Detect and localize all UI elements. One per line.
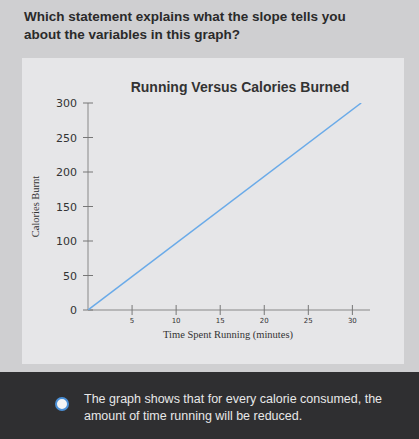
answer-option[interactable]: The graph shows that for every calorie c… bbox=[84, 391, 394, 425]
x-tick bbox=[352, 305, 353, 315]
y-axis-label: Calories Burnt bbox=[30, 176, 41, 238]
question: Which statement explains what the slope … bbox=[24, 8, 354, 44]
y-tick bbox=[83, 275, 93, 276]
x-tick-label: 15 bbox=[216, 317, 225, 325]
y-tick-label: 0 bbox=[70, 304, 77, 317]
x-tick bbox=[308, 305, 309, 315]
y-tick bbox=[83, 172, 93, 173]
y-tick-label: 100 bbox=[56, 235, 77, 248]
x-tick-label: 30 bbox=[348, 317, 357, 325]
x-tick-label: 25 bbox=[304, 317, 313, 325]
y-tick bbox=[83, 241, 93, 242]
chart-title: Running Versus Calories Burned bbox=[131, 79, 350, 95]
x-axis-label: Time Spent Running (minutes) bbox=[163, 329, 293, 341]
x-tick bbox=[176, 305, 177, 315]
plot-area bbox=[88, 103, 361, 310]
x-tick bbox=[132, 305, 133, 315]
x-tick-label: 5 bbox=[130, 317, 134, 325]
y-tick-label: 250 bbox=[56, 132, 77, 145]
chart: Running Versus Calories Burned Time Spent… bbox=[0, 0, 419, 439]
x-tick bbox=[220, 305, 221, 315]
radio-button[interactable] bbox=[55, 397, 69, 411]
y-tick-label: 150 bbox=[56, 201, 77, 214]
y-tick-label: 300 bbox=[56, 97, 77, 110]
x-tick bbox=[264, 305, 265, 315]
y-tick bbox=[83, 103, 93, 104]
x-tick-label: 20 bbox=[260, 317, 269, 325]
data-line bbox=[88, 103, 361, 310]
x-tick-label: 10 bbox=[172, 317, 181, 325]
y-tick-label: 50 bbox=[63, 270, 77, 283]
chart-box bbox=[22, 58, 404, 364]
y-tick bbox=[83, 206, 93, 207]
x-axis bbox=[88, 310, 370, 311]
y-tick-label: 200 bbox=[56, 166, 77, 179]
y-tick bbox=[83, 137, 93, 138]
